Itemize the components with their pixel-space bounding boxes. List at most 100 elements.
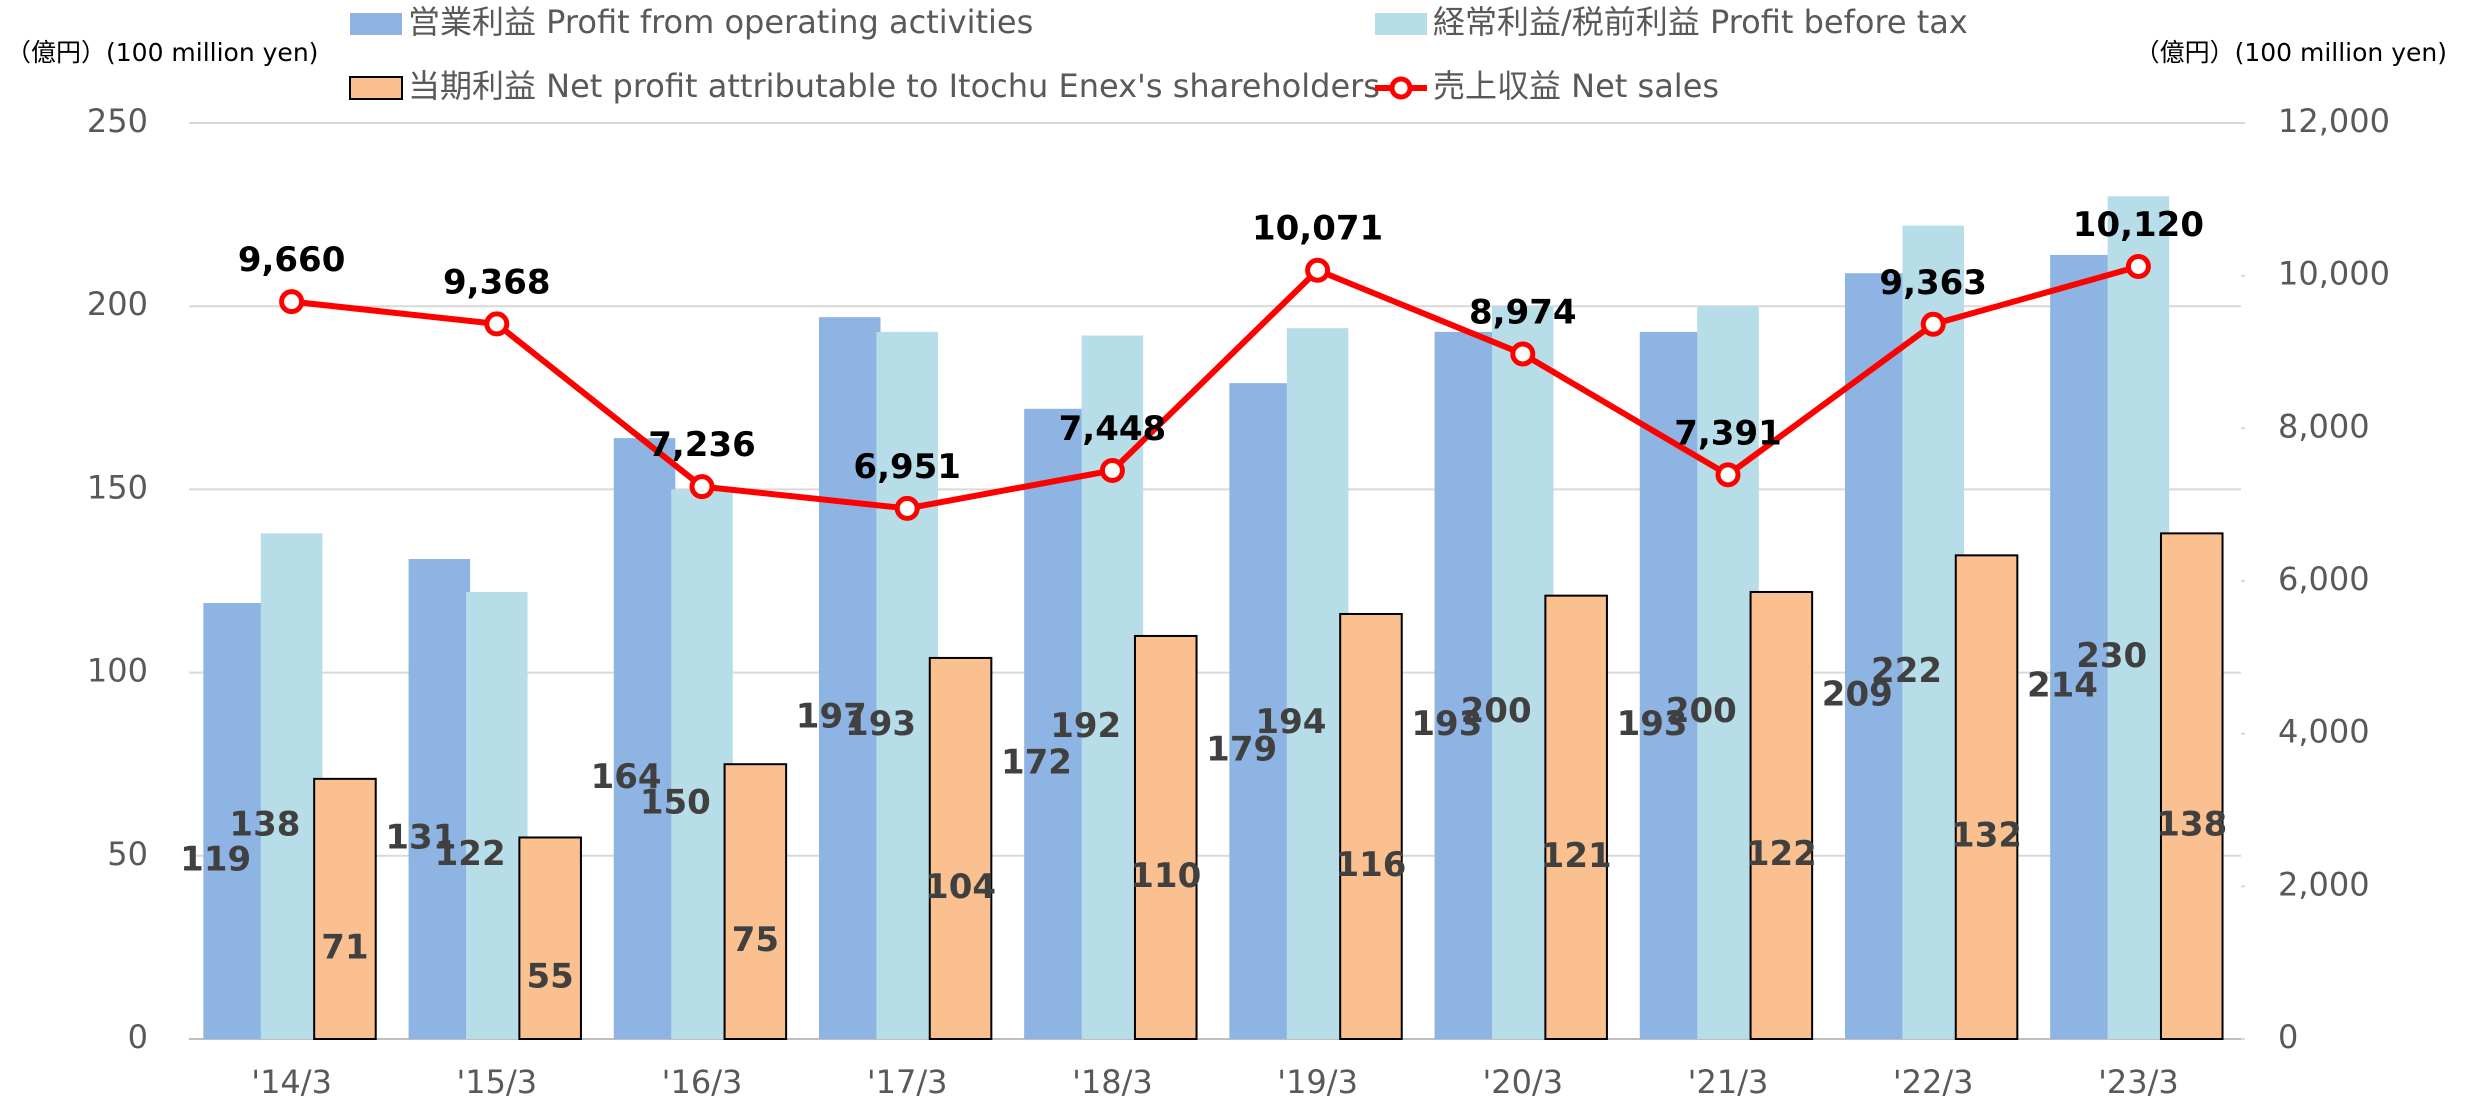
data-label: 179	[1206, 730, 1277, 770]
legend-swatch	[1389, 76, 1413, 100]
bar	[2107, 196, 2170, 1039]
bar	[1844, 273, 1907, 1039]
y2-tick-label: 4,000	[2278, 713, 2370, 751]
line-marker	[484, 311, 510, 337]
bar	[1492, 306, 1554, 1039]
data-label: 138	[2156, 805, 2227, 845]
data-label: 132	[1951, 816, 2022, 856]
data-label: 122	[1746, 834, 1817, 874]
line-marker	[1920, 311, 1946, 337]
bar	[1954, 554, 2019, 1040]
y-tick-label: 100	[87, 652, 148, 690]
y2-axis-label: （億円）(100 million yen)	[2135, 38, 2447, 67]
data-label: 209	[1822, 675, 1893, 715]
bar	[1133, 634, 1198, 1041]
bar	[260, 533, 323, 1039]
bar	[466, 591, 528, 1039]
y-axis-label: （億円）(100 million yen)	[6, 38, 318, 67]
data-label: 116	[1335, 845, 1406, 885]
line-label: 9,660	[238, 240, 346, 280]
bar	[723, 763, 788, 1040]
data-label: 193	[845, 704, 916, 744]
bar	[518, 836, 582, 1040]
y2-tick-label: 6,000	[2278, 560, 2370, 598]
x-tick-label: '15/3	[456, 1063, 537, 1101]
line-label: 10,120	[2073, 205, 2204, 245]
line-label: 8,974	[1469, 292, 1577, 332]
x-tick-label: '22/3	[1893, 1063, 1974, 1101]
legend-label: 売上収益 Net sales	[1433, 67, 1719, 105]
line-label: 6,951	[853, 447, 961, 487]
bar	[2159, 532, 2224, 1040]
line-marker	[2125, 254, 2151, 280]
bar	[1749, 590, 1814, 1040]
bar	[203, 602, 265, 1039]
data-label: 55	[526, 957, 573, 997]
legend-swatch	[350, 13, 402, 35]
bar	[1902, 225, 1964, 1040]
data-label: 122	[435, 834, 506, 874]
legend-label: 当期利益 Net profit attributable to Itochu E…	[408, 67, 1380, 105]
x-tick-label: '16/3	[662, 1063, 743, 1101]
line-label: 9,363	[1879, 263, 1987, 303]
y-tick-label: 150	[87, 468, 148, 506]
data-label: 75	[732, 920, 779, 960]
data-label: 172	[1001, 742, 1072, 782]
y2-tick-label: 12,000	[2278, 102, 2390, 140]
line-marker	[894, 495, 920, 521]
bar	[1434, 331, 1497, 1039]
data-label: 222	[1871, 651, 1942, 691]
y2-tick-label: 8,000	[2278, 407, 2370, 445]
legend-label: 経常利益/税前利益 Profit before tax	[1433, 3, 1968, 41]
legend-swatch	[349, 76, 403, 100]
bar	[313, 777, 377, 1041]
data-label: 200	[1666, 691, 1737, 731]
line-marker	[1510, 341, 1536, 367]
data-label: 131	[385, 818, 456, 858]
line-marker	[689, 474, 715, 500]
bar	[1339, 612, 1403, 1040]
bar	[408, 559, 471, 1039]
data-label: 110	[1130, 856, 1201, 896]
y-tick-label: 200	[87, 285, 148, 323]
legend-label: 営業利益 Profit from operating activities	[408, 3, 1033, 41]
line-label: 7,391	[1674, 413, 1782, 453]
bar	[1229, 383, 1291, 1039]
bar	[1697, 306, 1759, 1039]
line-label: 9,368	[443, 262, 551, 302]
line-marker	[1715, 462, 1741, 488]
data-label: 150	[640, 783, 711, 823]
line-marker	[1305, 257, 1331, 283]
bar	[2050, 254, 2112, 1040]
x-tick-label: '18/3	[1072, 1063, 1153, 1101]
data-label: 193	[1617, 704, 1688, 744]
data-label: 71	[321, 927, 368, 967]
bar	[1286, 328, 1349, 1040]
y2-tick-label: 2,000	[2278, 865, 2370, 903]
data-label: 138	[229, 805, 300, 845]
x-tick-label: '20/3	[1482, 1063, 1563, 1101]
line-label: 7,236	[648, 425, 756, 465]
x-tick-label: '17/3	[867, 1063, 948, 1101]
y2-tick-label: 0	[2278, 1018, 2298, 1056]
y-tick-label: 250	[87, 102, 148, 140]
line-label: 7,448	[1059, 409, 1167, 449]
data-label: 200	[1461, 691, 1532, 731]
bar	[1024, 408, 1086, 1039]
data-label: 121	[1541, 836, 1612, 876]
line-label: 10,071	[1252, 209, 1383, 249]
y2-tick-label: 10,000	[2278, 255, 2390, 293]
data-label: 164	[591, 757, 662, 797]
line-marker	[279, 289, 305, 315]
x-tick-label: '14/3	[251, 1063, 332, 1101]
data-label: 192	[1050, 706, 1121, 746]
bar	[671, 489, 733, 1039]
x-tick-label: '21/3	[1688, 1063, 1769, 1101]
x-tick-label: '23/3	[2098, 1063, 2179, 1101]
data-label: 104	[925, 867, 996, 907]
line-marker	[1099, 457, 1125, 483]
line	[291, 263, 2140, 512]
legend-swatch	[1375, 13, 1427, 35]
bar	[876, 331, 938, 1039]
bar	[1544, 594, 1608, 1040]
